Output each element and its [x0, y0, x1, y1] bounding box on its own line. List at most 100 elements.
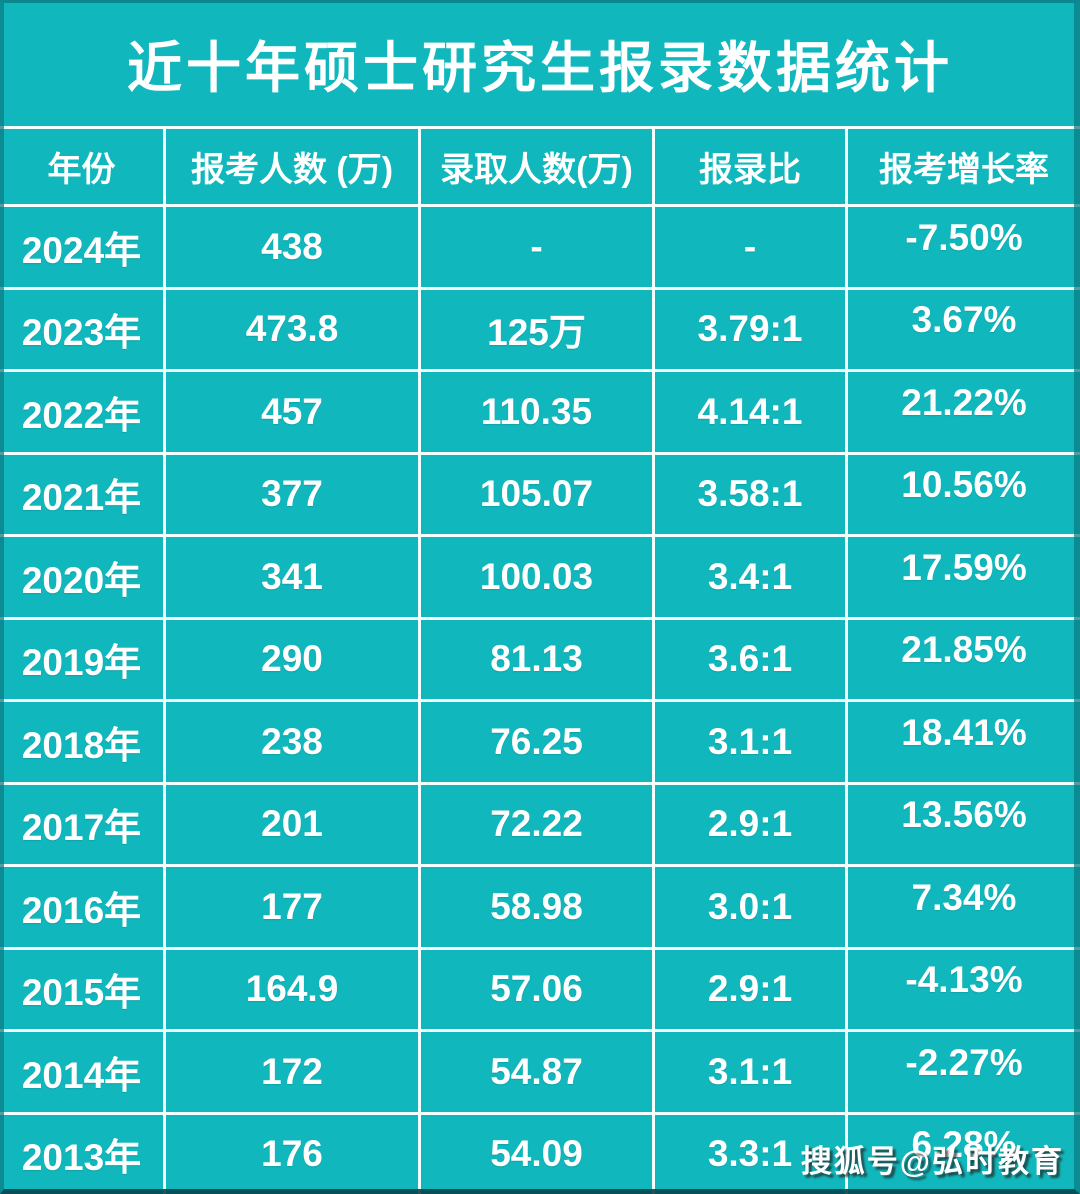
year-cell-text: 2019年 — [21, 642, 142, 684]
year-cell: 2023年 — [0, 289, 163, 369]
admitted-cell-text: 54.87 — [490, 1050, 583, 1092]
year-cell: 2013年 — [0, 1114, 163, 1194]
applicants-cell: 164.9 — [166, 949, 418, 1029]
ratio-cell: - — [655, 207, 845, 287]
admitted-cell-text: 54.09 — [490, 1133, 583, 1175]
ratio-cell: 4.14:1 — [655, 372, 845, 452]
applicants-cell-text: 164.9 — [245, 968, 339, 1010]
year-cell: 2022年 — [0, 372, 163, 452]
admitted-cell: 110.35 — [421, 372, 652, 452]
applicants-cell: 176 — [166, 1114, 418, 1194]
applicants-cell-text: 377 — [261, 473, 323, 515]
ratio-cell-text: 2.9:1 — [707, 968, 793, 1010]
year-cell-text: 2014年 — [21, 1054, 142, 1096]
ratio-cell: 2.9:1 — [655, 784, 845, 864]
ratio-cell-text: 3.4:1 — [707, 555, 793, 597]
applicants-cell: 201 — [166, 784, 418, 864]
growth-rate-cell: 21.85% — [848, 619, 1080, 699]
growth-rate-cell: -4.13% — [848, 949, 1080, 1029]
admitted-cell-text: 57.06 — [490, 968, 583, 1010]
year-cell: 2019年 — [0, 619, 163, 699]
admitted-cell: - — [421, 207, 652, 287]
admitted-cell: 76.25 — [421, 702, 652, 782]
growth-rate-cell-text: 3.67% — [911, 299, 1017, 341]
year-cell-text: 2018年 — [21, 724, 142, 766]
year-cell: 2021年 — [0, 454, 163, 534]
admitted-cell: 105.07 — [421, 454, 652, 534]
growth-rate-cell-text: -2.27% — [905, 1041, 1023, 1083]
year-cell-text: 2024年 — [21, 229, 142, 271]
applicants-cell-text: 438 — [261, 225, 323, 267]
applicants-cell: 377 — [166, 454, 418, 534]
growth-rate-cell: 17.59% — [848, 537, 1080, 617]
growth-rate-cell-text: 21.22% — [901, 381, 1027, 423]
growth-rate-cell-text: 10.56% — [901, 464, 1027, 506]
admitted-cell-text: 72.22 — [490, 803, 583, 845]
admitted-cell-text: - — [530, 225, 543, 267]
ratio-cell-text: 3.1:1 — [707, 720, 793, 762]
ratio-cell: 3.4:1 — [655, 537, 845, 617]
ratio-cell: 3.0:1 — [655, 867, 845, 947]
year-cell-text: 2023年 — [21, 312, 142, 354]
growth-rate-cell: 10.56% — [848, 454, 1080, 534]
admitted-cell-text: 100.03 — [479, 555, 594, 597]
admitted-cell: 72.22 — [421, 784, 652, 864]
applicants-cell: 438 — [166, 207, 418, 287]
applicants-cell-text: 473.8 — [245, 308, 339, 350]
growth-rate-cell-text: 6.28% — [911, 1124, 1017, 1166]
year-cell: 2014年 — [0, 1032, 163, 1112]
year-cell: 2015年 — [0, 949, 163, 1029]
applicants-cell: 290 — [166, 619, 418, 699]
applicants-cell-text: 290 — [261, 638, 323, 680]
ratio-cell: 2.9:1 — [655, 949, 845, 1029]
year-cell-text: 2021年 — [21, 477, 142, 519]
applicants-cell-text: 457 — [261, 390, 323, 432]
growth-rate-cell-text: -4.13% — [905, 959, 1023, 1001]
admitted-cell: 81.13 — [421, 619, 652, 699]
year-cell-text: 2022年 — [21, 394, 142, 436]
applicants-cell-text: 238 — [261, 720, 323, 762]
growth-rate-cell: 7.34% — [848, 867, 1080, 947]
column-header-year: 年份 — [0, 129, 163, 204]
year-cell-text: 2016年 — [21, 889, 142, 931]
growth-rate-cell-text: -7.50% — [905, 216, 1023, 258]
applicants-cell: 177 — [166, 867, 418, 947]
ratio-cell: 3.3:1 — [655, 1114, 845, 1194]
applicants-cell: 172 — [166, 1032, 418, 1112]
ratio-cell-text: 2.9:1 — [707, 803, 793, 845]
applicants-cell: 473.8 — [166, 289, 418, 369]
growth-rate-cell: -2.27% — [848, 1032, 1080, 1112]
applicants-cell-text: 177 — [261, 885, 323, 927]
growth-rate-cell: 21.22% — [848, 372, 1080, 452]
data-table: 年份 报考人数 (万) 录取人数(万) 报录比 报考增长率 2024年 438 - -… — [0, 126, 1080, 1194]
admitted-cell-text: 110.35 — [480, 390, 593, 432]
admitted-cell: 57.06 — [421, 949, 652, 1029]
growth-rate-cell-text: 7.34% — [911, 876, 1017, 918]
year-cell-text: 2013年 — [21, 1137, 142, 1179]
column-header-admitted: 录取人数(万) — [421, 129, 652, 204]
admitted-cell-text: 58.98 — [490, 885, 583, 927]
year-cell-text: 2015年 — [21, 972, 142, 1014]
year-cell: 2018年 — [0, 702, 163, 782]
applicants-cell: 457 — [166, 372, 418, 452]
ratio-cell-text: 3.1:1 — [707, 1050, 793, 1092]
admitted-cell-text: 105.07 — [479, 473, 594, 515]
growth-rate-cell-text: 18.41% — [901, 711, 1027, 753]
admitted-cell-text: 81.13 — [490, 638, 583, 680]
growth-rate-cell-text: 21.85% — [901, 629, 1027, 671]
growth-rate-cell-text: 13.56% — [901, 794, 1027, 836]
admitted-cell: 125万 — [421, 289, 652, 369]
ratio-cell: 3.6:1 — [655, 619, 845, 699]
column-header-applicants: 报考人数 (万) — [166, 129, 418, 204]
ratio-cell-text: 3.0:1 — [707, 885, 793, 927]
growth-rate-cell: 18.41% — [848, 702, 1080, 782]
applicants-cell-text: 176 — [261, 1133, 323, 1175]
column-header-growth-rate: 报考增长率 — [848, 129, 1080, 204]
ratio-cell: 3.58:1 — [655, 454, 845, 534]
applicants-cell-text: 201 — [261, 803, 323, 845]
growth-rate-cell: 6.28% — [848, 1114, 1080, 1194]
year-cell-text: 2020年 — [21, 559, 142, 601]
applicants-cell: 341 — [166, 537, 418, 617]
growth-rate-cell: 13.56% — [848, 784, 1080, 864]
